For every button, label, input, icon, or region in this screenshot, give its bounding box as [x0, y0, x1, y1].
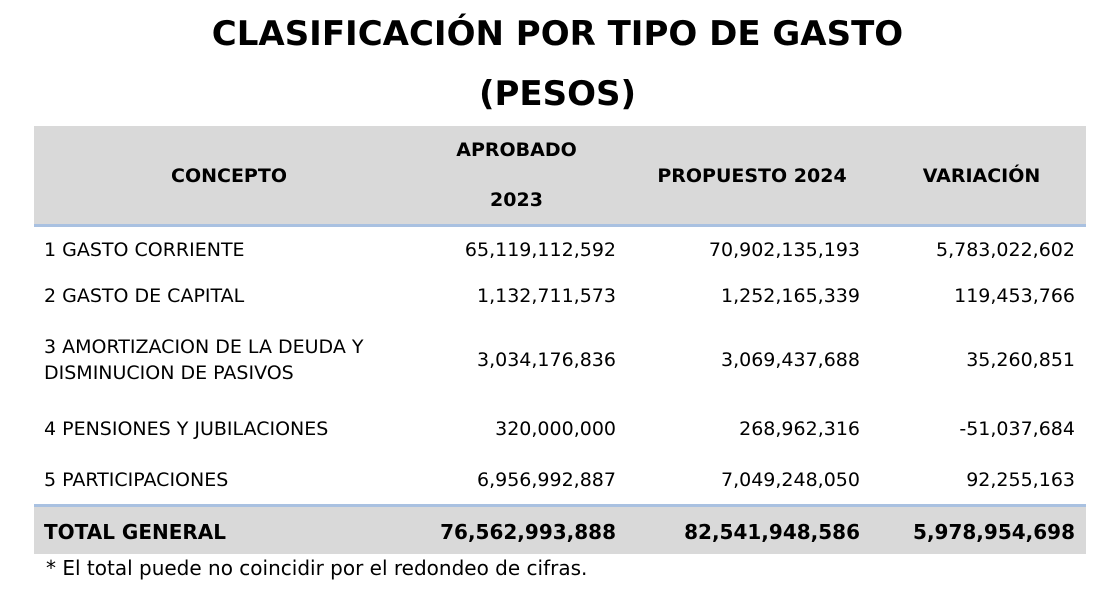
header-aprobado-line-2: 2023	[490, 189, 543, 211]
header-propuesto: PROPUESTO 2024	[657, 165, 847, 187]
total-variacion: 5,978,954,698	[913, 520, 1075, 544]
row-aprobado: 320,000,000	[495, 418, 616, 440]
total-aprobado: 76,562,993,888	[440, 520, 616, 544]
table-row: 5 PARTICIPACIONES 6,956,992,887 7,049,24…	[34, 467, 1086, 497]
row-aprobado: 65,119,112,592	[464, 239, 616, 261]
row-concepto-line-2: DISMINUCION DE PASIVOS	[44, 362, 294, 384]
header-variacion: VARIACIÓN	[922, 165, 1041, 187]
total-row: TOTAL GENERAL 76,562,993,888 82,541,948,…	[34, 504, 1086, 554]
title-line-2: (PESOS)	[478, 74, 637, 114]
row-concepto: 5 PARTICIPACIONES	[44, 469, 229, 491]
table-row: 2 GASTO DE CAPITAL 1,132,711,573 1,252,1…	[34, 283, 1086, 313]
row-variacion: 119,453,766	[954, 285, 1075, 307]
row-propuesto: 3,069,437,688	[720, 349, 860, 371]
row-variacion: 5,783,022,602	[935, 239, 1075, 261]
table-row: 3 AMORTIZACION DE LA DEUDA Y DISMINUCION…	[34, 334, 1086, 390]
footnote: * El total puede no coincidir por el red…	[46, 556, 588, 580]
row-aprobado: 3,034,176,836	[476, 349, 616, 371]
title-line-1: CLASIFICACIÓN POR TIPO DE GASTO	[211, 14, 904, 54]
table-row: 4 PENSIONES Y JUBILACIONES 320,000,000 2…	[34, 416, 1086, 446]
row-propuesto: 268,962,316	[739, 418, 860, 440]
row-aprobado: 6,956,992,887	[476, 469, 616, 491]
row-propuesto: 7,049,248,050	[720, 469, 860, 491]
row-propuesto: 1,252,165,339	[720, 285, 860, 307]
row-concepto-line-1: 3 AMORTIZACION DE LA DEUDA Y	[44, 336, 364, 358]
table-row: 1 GASTO CORRIENTE 65,119,112,592 70,902,…	[34, 237, 1086, 267]
row-concepto: 1 GASTO CORRIENTE	[44, 239, 245, 261]
row-aprobado: 1,132,711,573	[476, 285, 616, 307]
row-variacion: 92,255,163	[966, 469, 1075, 491]
total-label: TOTAL GENERAL	[44, 520, 227, 544]
row-propuesto: 70,902,135,193	[708, 239, 860, 261]
row-variacion: 35,260,851	[966, 349, 1075, 371]
row-concepto: 2 GASTO DE CAPITAL	[44, 285, 245, 307]
header-concepto: CONCEPTO	[171, 165, 287, 187]
row-variacion: -51,037,684	[959, 418, 1075, 440]
total-propuesto: 82,541,948,586	[684, 520, 860, 544]
row-concepto: 4 PENSIONES Y JUBILACIONES	[44, 418, 329, 440]
table-header: CONCEPTO APROBADO 2023 PROPUESTO 2024 VA…	[34, 126, 1086, 227]
header-aprobado-line-1: APROBADO	[456, 139, 577, 161]
